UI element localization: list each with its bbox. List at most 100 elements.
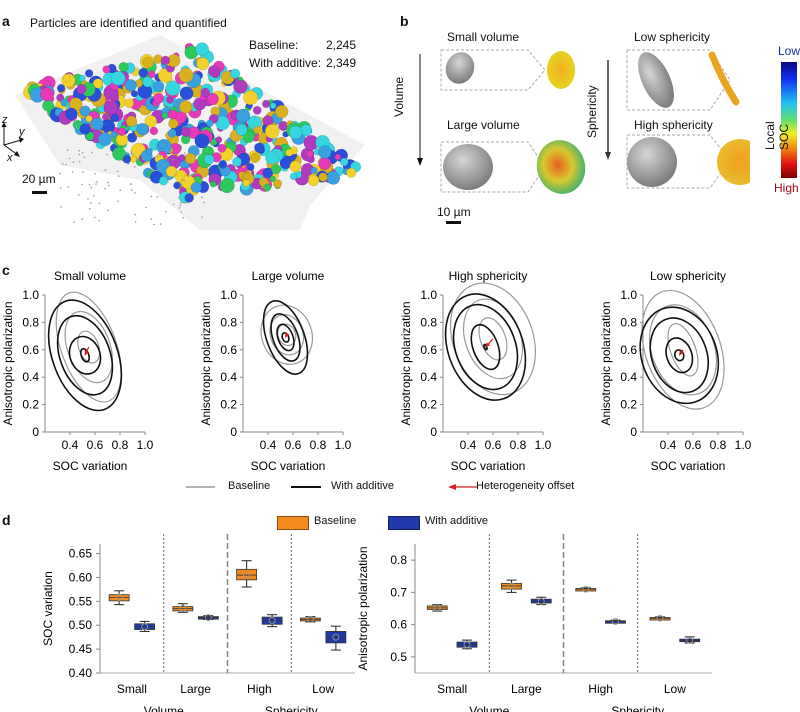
arrowhead: [84, 350, 90, 356]
particle: [42, 99, 54, 112]
y-tick-label: 0.50: [69, 618, 93, 632]
particle: [306, 150, 314, 158]
debris-dot: [165, 210, 167, 213]
debris-dot: [95, 183, 97, 185]
debris-dot: [134, 192, 136, 194]
particle: [178, 67, 194, 83]
x-axis-label: x: [7, 152, 13, 164]
low-sphericity-title: Low sphericity: [634, 30, 711, 44]
particle: [79, 123, 91, 135]
baseline-box: [172, 603, 194, 613]
additive-box: [456, 639, 478, 650]
legend-d-additive: With additive: [425, 515, 488, 527]
axes-triad-icon: [1, 122, 24, 157]
particle: [318, 157, 332, 170]
debris-dot: [134, 221, 137, 223]
y-tick-label: 0.5: [390, 650, 407, 664]
debris-dot: [173, 151, 176, 153]
data-point: [537, 597, 545, 605]
high-sphericity-title: High sphericity: [634, 118, 713, 132]
debris-dot: [183, 180, 186, 182]
y-tick-label: 1.0: [220, 288, 237, 302]
debris-dot: [159, 167, 161, 170]
particle: [289, 125, 303, 139]
particle: [206, 92, 219, 106]
debris-dot: [59, 187, 62, 189]
debris-dot: [78, 160, 81, 163]
particle: [142, 56, 154, 68]
particle: [217, 143, 227, 153]
colorbar-title: Local SOC: [763, 121, 791, 150]
data-point: [115, 594, 123, 601]
particle: [308, 174, 320, 187]
y-tick-label: 0.6: [420, 343, 437, 357]
y-tick-label: 0.55: [69, 594, 93, 608]
debris-dot: [200, 178, 203, 181]
particle: [242, 179, 251, 187]
additive-contour: [270, 313, 301, 362]
particle: [124, 98, 135, 108]
group-label: Sphericity: [265, 704, 318, 712]
box-plot: 0.5 0.6 0.7 0.8 Anisotropic polarization Smal…: [356, 534, 712, 712]
debris-dot: [150, 218, 152, 220]
particle-examples: [440, 49, 750, 194]
y-tick-label: 0.6: [220, 343, 237, 357]
particle: [179, 100, 193, 114]
particle: [147, 70, 156, 79]
additive-contour: [639, 306, 720, 405]
x-axis-title: SOC variation: [251, 459, 326, 470]
particle: [40, 87, 55, 102]
baseline-box: [649, 614, 671, 622]
x-tick-label: 0.4: [260, 438, 277, 452]
particle: [271, 164, 282, 175]
panel-a-title: Particles are identified and quantified: [30, 16, 227, 30]
data-point: [582, 585, 590, 593]
high-sphericity-particle: [626, 134, 750, 189]
debris-dot: [117, 175, 120, 177]
particle: [326, 171, 341, 185]
additive-contour: [673, 349, 685, 362]
particle: [117, 127, 126, 136]
scale-bar-a-label: 20 µm: [22, 172, 56, 186]
y-axis-title: Anisotropic polarization: [399, 301, 413, 425]
debris-dot: [142, 158, 144, 160]
callout-box: [626, 49, 731, 111]
y-tick-label: 0.4: [220, 370, 237, 384]
particle: [110, 113, 120, 123]
particle: [285, 148, 294, 157]
particle: [194, 133, 210, 149]
debris-dot: [187, 175, 190, 177]
additive-contour: [68, 335, 102, 375]
scale-bar-b-label: 10 µm: [437, 205, 471, 219]
x-tick-label: 0.4: [660, 438, 677, 452]
legend-c-offset: Heterogeneity offset: [476, 480, 575, 492]
x-tick-label: 0.6: [485, 438, 502, 452]
debris-dot: [98, 202, 101, 205]
baseline-box: [575, 585, 597, 593]
baseline-count-value: 2,245: [326, 38, 357, 52]
soc-map-large: [536, 140, 586, 194]
particle: [184, 152, 197, 165]
particle: [122, 155, 132, 164]
particle: [184, 193, 194, 203]
y-tick-label: 0.65: [69, 547, 93, 561]
particle: [173, 181, 181, 190]
debris-dot: [134, 213, 136, 216]
particle: [136, 122, 149, 136]
x-tick-label: 1.0: [735, 438, 752, 452]
additive-box: [325, 625, 347, 651]
particle: [149, 126, 159, 136]
category-label: Small: [117, 682, 147, 696]
data-point: [141, 623, 149, 631]
particle: [160, 55, 171, 66]
particle: [190, 181, 202, 193]
debris-dot: [182, 179, 184, 181]
particle: [179, 86, 194, 101]
particle: [167, 109, 178, 120]
panel-c-contour-plots: Small volume 0 0.2 0.4 0.6 0.8 1.0 0.4 0.6 0.8 1.0…: [1, 269, 752, 470]
particle: [79, 105, 91, 117]
debris-dot: [65, 163, 67, 166]
contour-plot-title: Large volume: [252, 269, 325, 283]
debris-dot: [117, 170, 119, 173]
particle: [300, 124, 313, 137]
